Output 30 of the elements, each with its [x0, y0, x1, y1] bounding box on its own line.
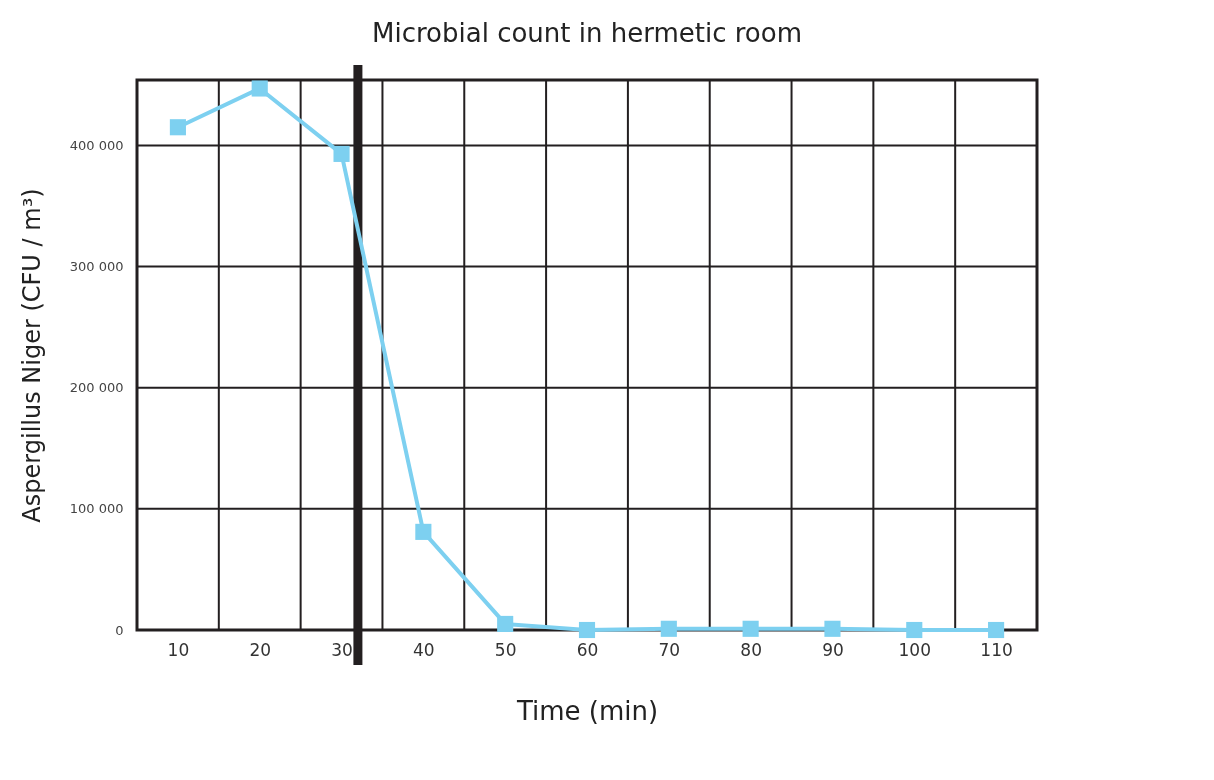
- point: [824, 620, 841, 637]
- x-tick-label: 90: [822, 639, 844, 660]
- y-tick-label: 0: [115, 622, 124, 638]
- point: [906, 621, 923, 639]
- point: [333, 145, 350, 162]
- x-tick-label: 70: [658, 639, 681, 660]
- x-tick-label: 110: [980, 639, 1013, 660]
- point: [497, 615, 514, 633]
- x-tick-label: 60: [576, 639, 599, 660]
- point: [660, 620, 677, 637]
- y-axis-title: Aspergillus Niger (CFU / m³): [17, 188, 46, 523]
- x-tick-label: 100: [898, 639, 931, 660]
- point: [251, 80, 268, 97]
- point: [415, 523, 432, 540]
- point: [988, 621, 1005, 639]
- x-tick-label: 40: [413, 639, 435, 660]
- y-tick-label: 300 000: [69, 259, 124, 275]
- point: [742, 620, 759, 637]
- y-tick-label: 100 000: [69, 501, 124, 517]
- point: [578, 621, 596, 639]
- x-tick-label: 10: [167, 639, 190, 660]
- x-tick-label: 50: [494, 639, 517, 660]
- x-tick-label: 80: [740, 639, 762, 660]
- y-tick-label: 400 000: [69, 137, 124, 153]
- x-axis-title: Time (min): [515, 695, 659, 726]
- chart-title: Microbial count in hermetic room: [372, 17, 802, 48]
- point: [169, 119, 186, 136]
- x-tick-label: 30: [331, 639, 353, 660]
- y-tick-label: 200 000: [69, 380, 124, 396]
- x-tick-label: 20: [249, 639, 272, 660]
